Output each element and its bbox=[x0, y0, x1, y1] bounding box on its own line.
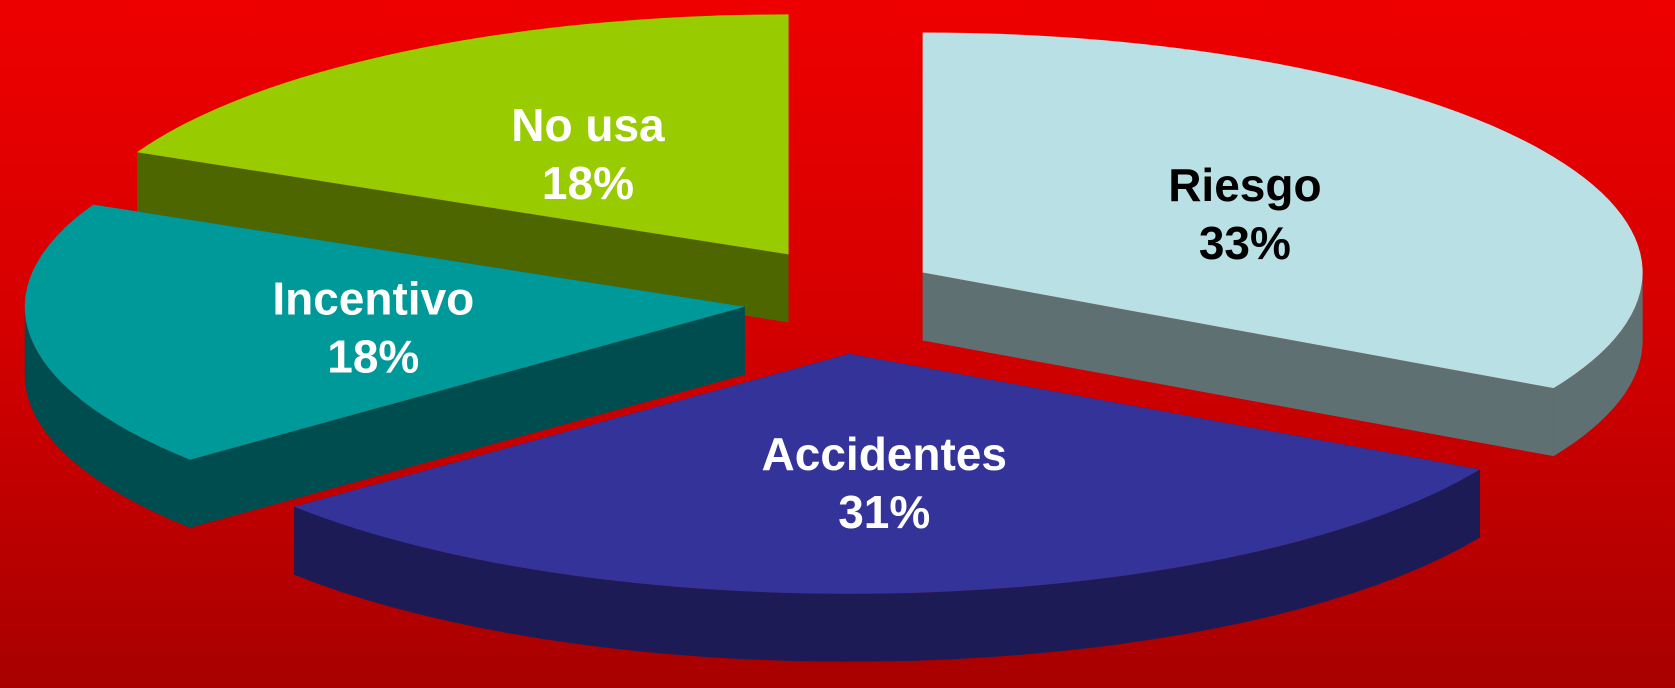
slice-label: Riesgo 33% bbox=[1168, 159, 1321, 269]
slice-name-label: Accidentes bbox=[762, 428, 1007, 480]
pie-slice-no-usa bbox=[137, 14, 789, 323]
slice-name-label: Incentivo bbox=[272, 272, 474, 324]
slice-side-start bbox=[137, 152, 789, 323]
pie-slice-incentivo bbox=[24, 204, 745, 528]
slice-percent-label: 18% bbox=[542, 157, 634, 209]
slice-side-start bbox=[189, 306, 745, 528]
slice-top bbox=[137, 14, 789, 255]
slice-name-label: Riesgo bbox=[1168, 159, 1321, 211]
slice-label: No usa 18% bbox=[511, 99, 665, 209]
slice-name-label: No usa bbox=[511, 99, 665, 151]
slice-percent-label: 31% bbox=[838, 486, 930, 538]
pie-slice-accidentes bbox=[294, 353, 1480, 662]
slice-wall bbox=[294, 469, 1480, 662]
slice-percent-label: 18% bbox=[327, 330, 419, 382]
slice-top bbox=[24, 204, 745, 460]
slice-top bbox=[294, 353, 1480, 594]
slice-side-end bbox=[922, 272, 1554, 457]
slice-wall bbox=[24, 306, 190, 528]
slice-label: Accidentes 31% bbox=[762, 428, 1007, 538]
slice-percent-label: 33% bbox=[1199, 217, 1291, 269]
slice-wall bbox=[1553, 272, 1643, 457]
pie-slice-riesgo bbox=[922, 32, 1643, 457]
slice-top bbox=[922, 32, 1643, 389]
slice-label: Incentivo 18% bbox=[272, 272, 474, 382]
